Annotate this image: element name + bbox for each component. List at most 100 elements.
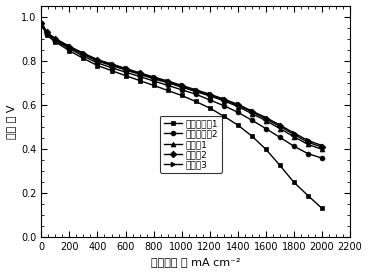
对比实施例1 — [123, 74, 128, 77]
对比实施例1 — [292, 181, 296, 184]
实施例3 — [180, 84, 184, 87]
实施例1 — [263, 119, 268, 122]
对比实施例2 — [151, 79, 156, 83]
对比实施例1 — [39, 23, 43, 26]
实施例1 — [222, 99, 226, 102]
对比实施例2 — [180, 88, 184, 91]
对比实施例1 — [166, 89, 170, 92]
实施例1 — [166, 81, 170, 84]
实施例1 — [137, 73, 142, 76]
实施例1 — [278, 127, 282, 130]
对比实施例2 — [292, 145, 296, 148]
实施例2 — [151, 76, 156, 79]
Legend: 对比实施例1, 对比实施例2, 实施例1, 实施例2, 实施例3: 对比实施例1, 对比实施例2, 实施例1, 实施例2, 实施例3 — [160, 116, 222, 173]
对比实施例1 — [45, 34, 49, 37]
实施例3 — [306, 139, 310, 142]
实施例1 — [45, 31, 49, 35]
对比实施例2 — [194, 93, 198, 96]
实施例2 — [222, 98, 226, 102]
实施例2 — [81, 52, 86, 55]
实施例2 — [292, 133, 296, 136]
对比实施例1 — [236, 123, 240, 127]
对比实施例1 — [263, 148, 268, 151]
实施例2 — [306, 141, 310, 144]
实施例3 — [222, 97, 226, 101]
对比实施例1 — [250, 134, 254, 138]
对比实施例2 — [222, 104, 226, 107]
实施例2 — [109, 63, 114, 66]
实施例3 — [81, 52, 86, 55]
X-axis label: 电流密度 ／ mA cm⁻²: 电流密度 ／ mA cm⁻² — [151, 257, 240, 268]
实施例3 — [151, 75, 156, 79]
实施例2 — [278, 125, 282, 128]
Line: 对比实施例1: 对比实施例1 — [39, 22, 325, 211]
实施例2 — [180, 85, 184, 88]
Line: 对比实施例2: 对比实施例2 — [39, 22, 325, 161]
实施例1 — [194, 90, 198, 93]
实施例2 — [263, 117, 268, 120]
实施例3 — [95, 58, 100, 61]
实施例3 — [278, 123, 282, 127]
实施例2 — [53, 37, 57, 41]
实施例3 — [39, 21, 43, 24]
实施例3 — [67, 45, 72, 48]
对比实施例1 — [194, 100, 198, 103]
实施例2 — [166, 80, 170, 84]
对比实施例2 — [208, 98, 212, 102]
实施例3 — [320, 144, 324, 147]
Line: 实施例1: 实施例1 — [39, 21, 325, 152]
实施例2 — [39, 21, 43, 24]
实施例2 — [95, 59, 100, 62]
对比实施例1 — [222, 115, 226, 118]
实施例3 — [250, 109, 254, 112]
实施例1 — [208, 94, 212, 97]
实施例2 — [250, 110, 254, 114]
对比实施例1 — [320, 207, 324, 210]
对比实施例1 — [67, 49, 72, 52]
实施例2 — [208, 93, 212, 97]
对比实施例1 — [109, 69, 114, 72]
实施例1 — [320, 148, 324, 151]
实施例1 — [123, 68, 128, 72]
实施例1 — [109, 64, 114, 67]
实施例3 — [45, 31, 49, 34]
对比实施例2 — [278, 136, 282, 139]
对比实施例1 — [180, 94, 184, 97]
Line: 实施例3: 实施例3 — [39, 20, 325, 148]
实施例3 — [123, 67, 128, 70]
实施例1 — [250, 112, 254, 115]
实施例2 — [236, 103, 240, 107]
实施例1 — [292, 135, 296, 138]
对比实施例2 — [250, 118, 254, 122]
对比实施例1 — [81, 57, 86, 60]
实施例1 — [53, 38, 57, 41]
实施例3 — [208, 93, 212, 96]
对比实施例2 — [137, 75, 142, 78]
对比实施例2 — [306, 152, 310, 155]
对比实施例2 — [109, 66, 114, 69]
实施例1 — [236, 105, 240, 108]
实施例3 — [109, 62, 114, 66]
实施例3 — [236, 103, 240, 106]
实施例1 — [306, 143, 310, 146]
实施例2 — [123, 67, 128, 71]
对比实施例2 — [123, 70, 128, 74]
对比实施例2 — [67, 47, 72, 50]
实施例2 — [67, 45, 72, 48]
Y-axis label: 电压 ／ V: 电压 ／ V — [6, 104, 15, 138]
实施例3 — [137, 71, 142, 75]
对比实施例2 — [320, 156, 324, 160]
对比实施例2 — [236, 111, 240, 114]
实施例1 — [67, 46, 72, 49]
对比实施例2 — [166, 84, 170, 87]
对比实施例2 — [95, 61, 100, 64]
实施例1 — [39, 22, 43, 25]
实施例3 — [53, 37, 57, 40]
实施例3 — [194, 88, 198, 91]
对比实施例1 — [278, 164, 282, 167]
对比实施例1 — [306, 194, 310, 197]
实施例1 — [81, 53, 86, 56]
实施例1 — [180, 85, 184, 89]
对比实施例2 — [45, 32, 49, 36]
实施例2 — [194, 89, 198, 92]
